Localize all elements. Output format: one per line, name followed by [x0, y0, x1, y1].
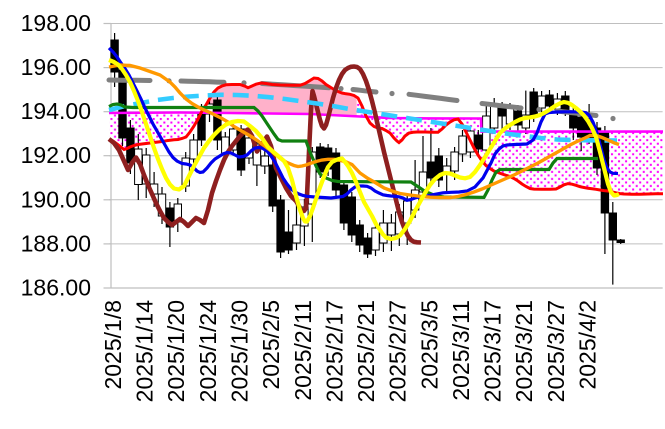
svg-text:2025/2/17: 2025/2/17	[321, 300, 347, 402]
svg-text:190.00: 190.00	[21, 186, 91, 212]
svg-text:2025/3/11: 2025/3/11	[448, 300, 474, 401]
svg-text:2025/3/27: 2025/3/27	[543, 300, 569, 402]
svg-text:2025/4/2: 2025/4/2	[575, 300, 601, 390]
svg-text:2025/2/27: 2025/2/27	[385, 300, 411, 402]
svg-text:2025/1/24: 2025/1/24	[195, 300, 221, 403]
svg-text:194.00: 194.00	[21, 98, 91, 124]
svg-text:2025/1/30: 2025/1/30	[227, 300, 253, 402]
svg-text:2025/3/21: 2025/3/21	[511, 300, 537, 402]
svg-text:2025/1/20: 2025/1/20	[163, 300, 189, 402]
svg-text:2025/3/5: 2025/3/5	[416, 300, 442, 390]
svg-text:196.00: 196.00	[21, 54, 91, 80]
svg-text:198.00: 198.00	[21, 10, 91, 36]
svg-text:2025/2/5: 2025/2/5	[258, 300, 284, 390]
svg-text:2025/2/21: 2025/2/21	[353, 300, 379, 402]
svg-text:188.00: 188.00	[21, 230, 91, 256]
svg-text:192.00: 192.00	[21, 142, 91, 168]
svg-text:186.00: 186.00	[21, 275, 91, 301]
svg-text:2025/2/11: 2025/2/11	[290, 300, 316, 401]
svg-text:2025/1/8: 2025/1/8	[100, 300, 126, 390]
svg-text:2025/3/17: 2025/3/17	[480, 300, 506, 402]
svg-text:2025/1/14: 2025/1/14	[132, 300, 158, 403]
